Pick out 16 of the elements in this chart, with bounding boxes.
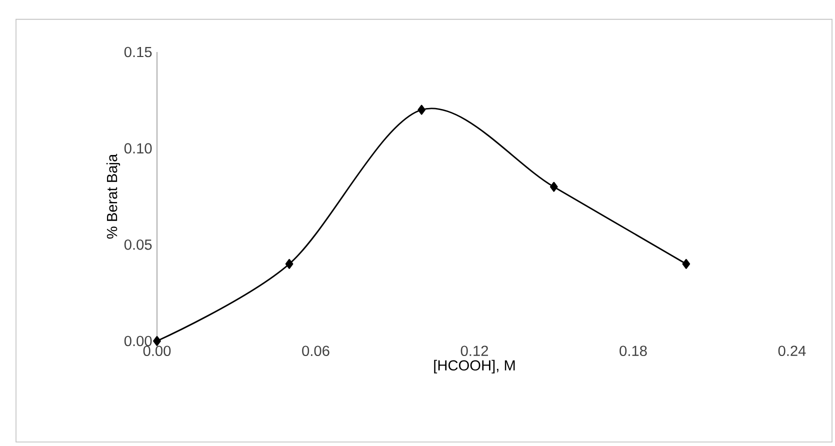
x-axis-title: [HCOOH], M [434,360,515,374]
y-tick-label: 0.05 [124,240,152,250]
x-tick-label: 0.00 [143,346,171,356]
point [682,258,690,269]
point [418,104,426,115]
point [285,258,294,269]
x-tick-label: 0.06 [302,346,330,356]
y-tick-label: 0.15 [124,46,152,58]
point [550,182,558,192]
y-axis-title: % Berat Baja [106,154,120,239]
y-tick-label: 0.10 [124,143,152,154]
x-tick-label: 0.12 [460,346,488,356]
x-tick-label: 0.24 [778,346,806,356]
y-tick-label: 0.00 [124,336,152,346]
x-tick-label: 0.18 [620,346,647,356]
point [153,336,161,346]
